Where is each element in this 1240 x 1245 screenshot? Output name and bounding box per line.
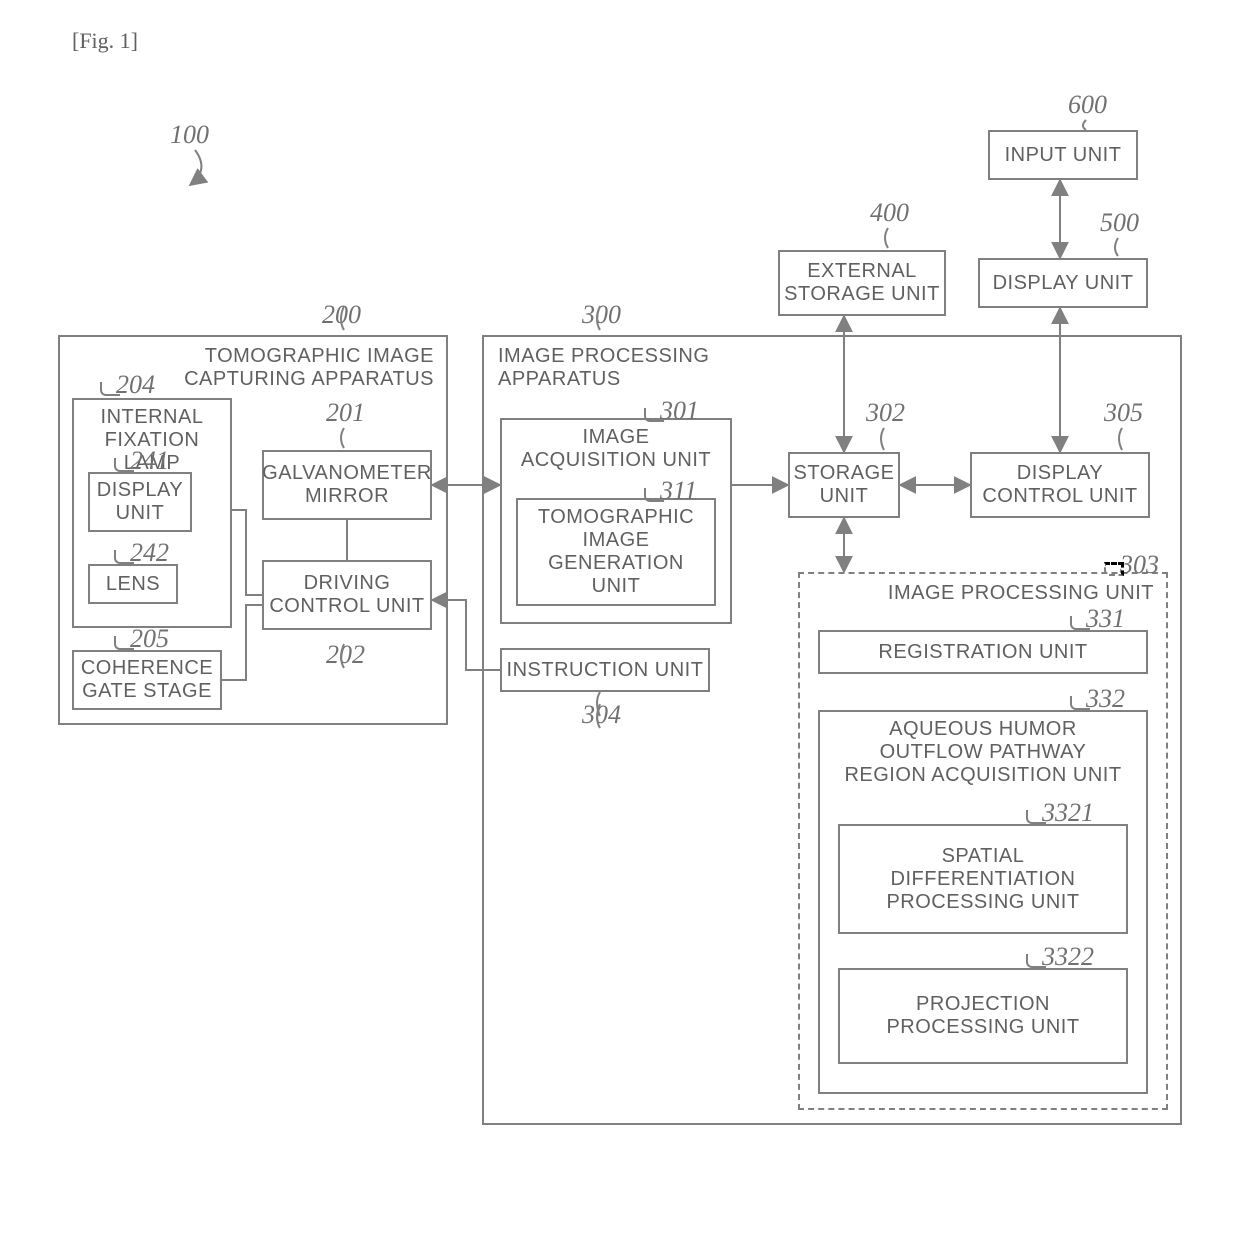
ref-tick <box>644 408 664 422</box>
display-unit-500: DISPLAY UNIT <box>978 258 1148 308</box>
ref-241: 241 <box>130 446 169 476</box>
ref-tick <box>100 382 120 396</box>
ref-tick <box>644 488 664 502</box>
driving-control-unit: DRIVING CONTROL UNIT <box>262 560 432 630</box>
lens: LENS <box>88 564 178 604</box>
external-storage-unit: EXTERNAL STORAGE UNIT <box>778 250 946 316</box>
ref-tick <box>1070 696 1090 710</box>
tomographic-image-generation-unit: TOMOGRAPHIC IMAGE GENERATION UNIT <box>516 498 716 606</box>
ref-3322: 3322 <box>1042 942 1094 972</box>
registration-unit: REGISTRATION UNIT <box>818 630 1148 674</box>
ref-205: 205 <box>130 624 169 654</box>
galvanometer-mirror: GALVANOMETER MIRROR <box>262 450 432 520</box>
ref-332: 332 <box>1086 684 1125 714</box>
block-title: IMAGE PROCESSING APPARATUS <box>498 345 709 391</box>
ref-tick <box>114 458 134 472</box>
ref-tick <box>1026 810 1046 824</box>
block-title: IMAGE PROCESSING UNIT <box>888 582 1154 605</box>
ref-200: 200 <box>322 300 361 330</box>
ref-tick <box>114 550 134 564</box>
ref-304: 304 <box>582 700 621 730</box>
display-unit-241: DISPLAY UNIT <box>88 472 192 532</box>
ref-302: 302 <box>866 398 905 428</box>
display-control-unit: DISPLAY CONTROL UNIT <box>970 452 1150 518</box>
block-title: TOMOGRAPHIC IMAGE CAPTURING APPARATUS <box>184 345 434 391</box>
ref-tick <box>1070 616 1090 630</box>
ref-400: 400 <box>870 198 909 228</box>
ref-311: 311 <box>660 476 697 506</box>
ref-100: 100 <box>170 120 209 150</box>
ref-tick <box>1026 954 1046 968</box>
ref-303: 303 <box>1120 550 1159 580</box>
diagram-canvas: [Fig. 1] 100 TOMOGRAPHIC IMAGE CAPTURING… <box>0 0 1240 1245</box>
projection-processing-unit: PROJECTION PROCESSING UNIT <box>838 968 1128 1064</box>
ref-242: 242 <box>130 538 169 568</box>
figure-label: [Fig. 1] <box>72 28 138 54</box>
ref-tick <box>114 636 134 650</box>
ref-600: 600 <box>1068 90 1107 120</box>
input-unit: INPUT UNIT <box>988 130 1138 180</box>
ref-tick <box>1104 562 1124 576</box>
ref-331: 331 <box>1086 604 1125 634</box>
block-title: AQUEOUS HUMOR OUTFLOW PATHWAY REGION ACQ… <box>844 718 1121 787</box>
ref-500: 500 <box>1100 208 1139 238</box>
ref-300: 300 <box>582 300 621 330</box>
ref-305: 305 <box>1104 398 1143 428</box>
ref-201: 201 <box>326 398 365 428</box>
storage-unit: STORAGE UNIT <box>788 452 900 518</box>
instruction-unit: INSTRUCTION UNIT <box>500 648 710 692</box>
spatial-differentiation-processing-unit: SPATIAL DIFFERENTIATION PROCESSING UNIT <box>838 824 1128 934</box>
ref-3321: 3321 <box>1042 798 1094 828</box>
ref-202: 202 <box>326 640 365 670</box>
coherence-gate-stage: COHERENCE GATE STAGE <box>72 650 222 710</box>
ref-301: 301 <box>660 396 699 426</box>
block-title: IMAGE ACQUISITION UNIT <box>521 426 711 472</box>
ref-204: 204 <box>116 370 155 400</box>
